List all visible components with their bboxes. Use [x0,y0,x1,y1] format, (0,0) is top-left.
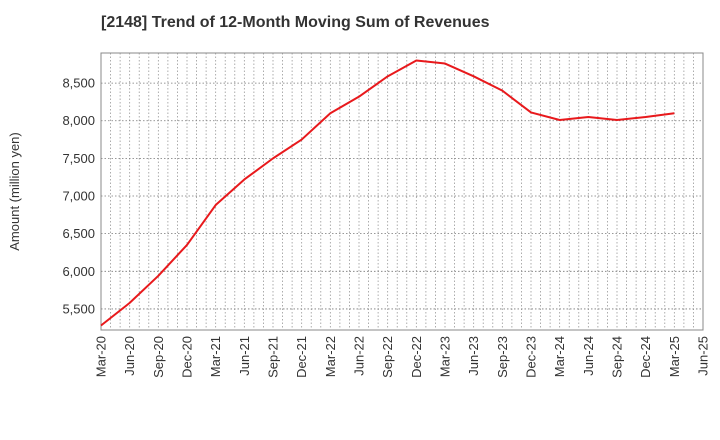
x-tick-label: Dec-21 [294,336,309,378]
x-tick-label: Dec-22 [409,336,424,378]
x-tick-label: Dec-24 [638,336,653,378]
x-tick-label: Jun-24 [581,336,596,376]
chart-title: [2148] Trend of 12-Month Moving Sum of R… [101,14,490,31]
x-axis-ticks: Mar-20 Jun-20 Sep-20 Dec-20 Mar-21 Jun-21 Sep-… [94,336,711,378]
y-tick-label: 8,500 [62,76,95,91]
plot-area-frame [100,52,704,331]
y-tick-label: 6,500 [62,226,95,241]
x-tick-label: Mar-25 [667,336,682,377]
grid-layer [101,53,703,330]
x-tick-label: Dec-23 [524,336,539,378]
y-axis-label: Amount (million yen) [7,132,22,251]
y-tick-label: 7,500 [62,151,95,166]
x-tick-label: Sep-21 [266,336,281,378]
x-tick-label: Jun-21 [237,336,252,376]
series-layer [100,59,675,327]
x-tick-label: Mar-21 [208,336,223,377]
y-tick-label: 5,500 [62,301,95,316]
y-tick-label: 7,000 [62,189,95,204]
x-tick-label: Jun-23 [466,336,481,376]
revenue-series-line [100,59,675,327]
x-tick-label: Dec-20 [180,336,195,378]
y-tick-label: 6,000 [62,264,95,279]
x-tick-label: Mar-23 [438,336,453,377]
x-tick-label: Sep-22 [380,336,395,378]
y-axis-ticks: 5,500 6,000 6,500 7,000 7,500 8,000 8,500 [62,76,95,317]
x-tick-label: Jun-22 [352,336,367,376]
x-tick-label: Jun-25 [696,336,711,376]
y-tick-label: 8,000 [62,113,95,128]
x-tick-label: Jun-20 [122,336,137,376]
x-tick-label: Mar-24 [552,336,567,377]
x-tick-label: Mar-20 [94,336,109,377]
x-tick-label: Sep-24 [610,336,625,378]
x-tick-label: Sep-23 [495,336,510,378]
x-tick-label: Mar-22 [323,336,338,377]
x-tick-label: Sep-20 [151,336,166,378]
